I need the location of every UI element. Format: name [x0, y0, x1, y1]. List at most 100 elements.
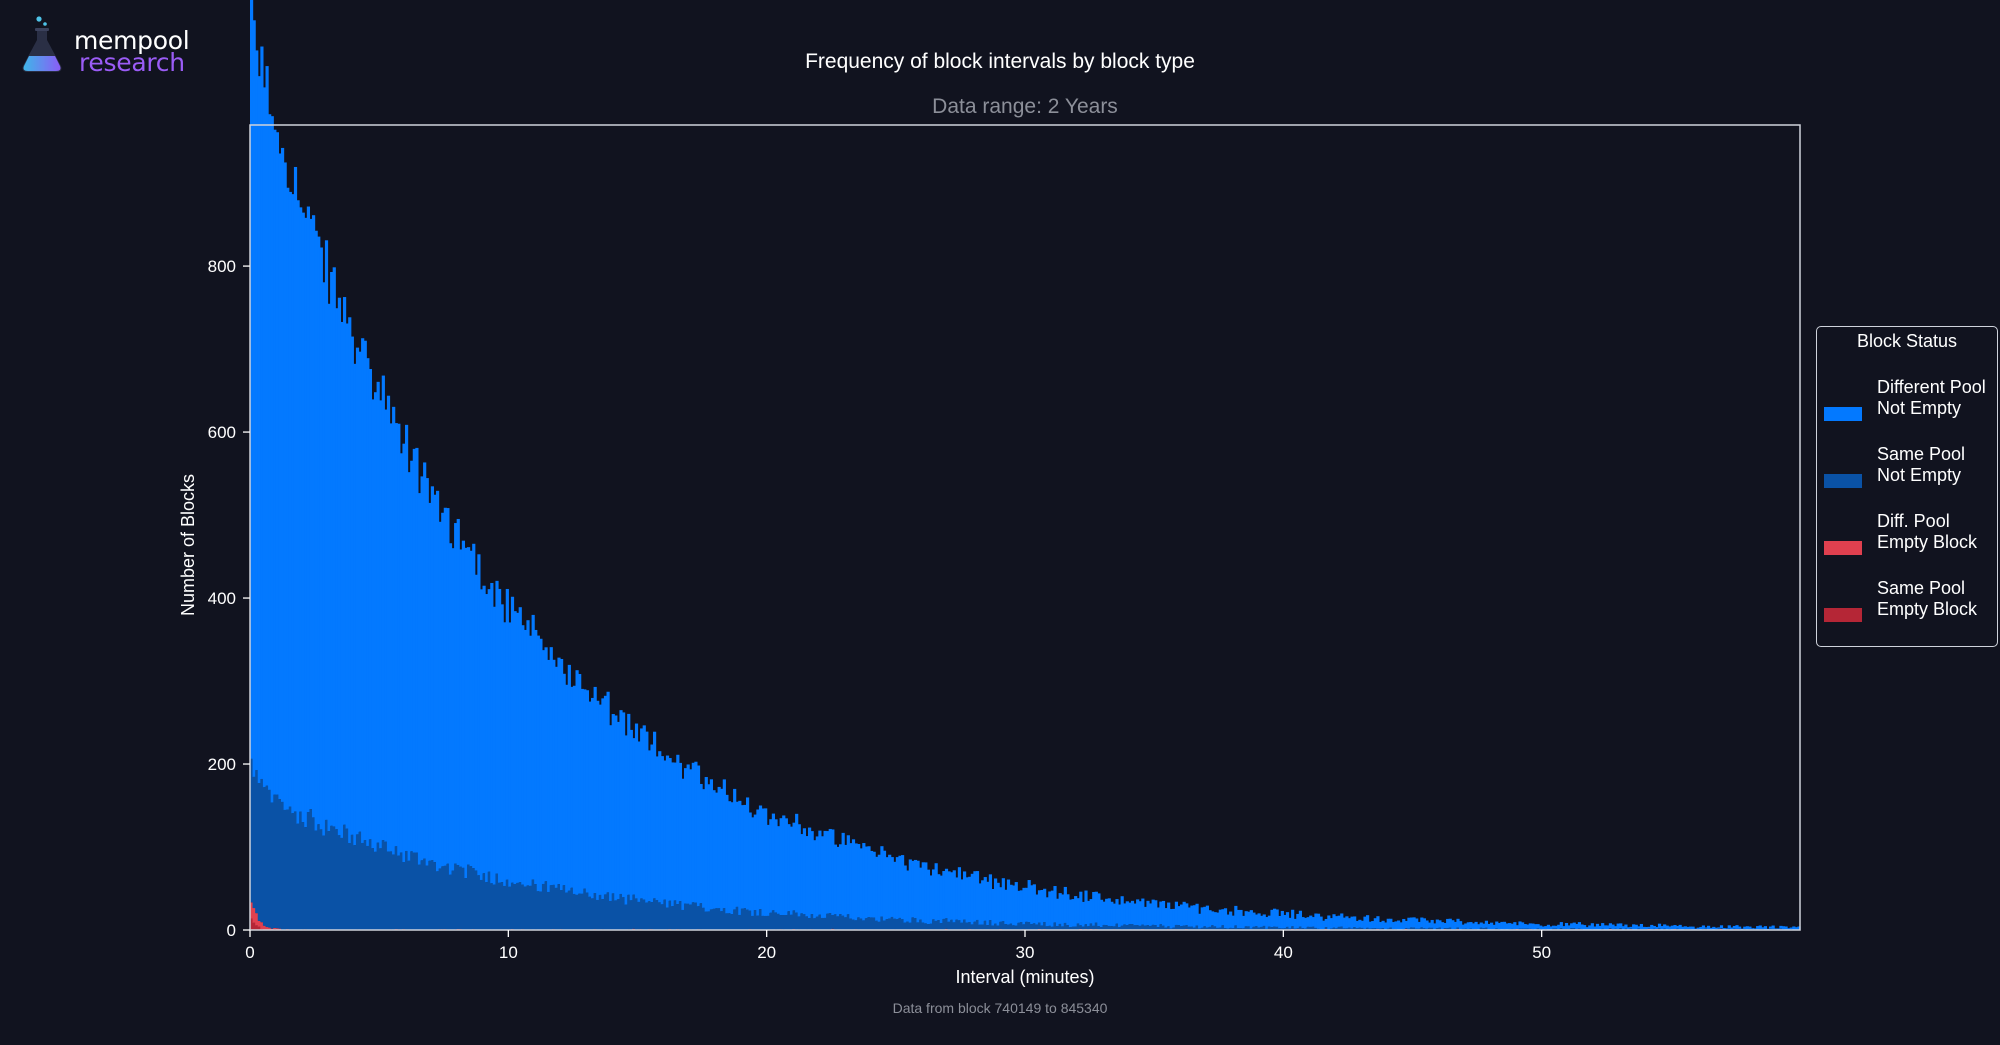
bar-different-pool-not-empty — [983, 877, 987, 921]
bar-different-pool-not-empty — [820, 836, 825, 918]
bar-same-pool-not-empty — [1177, 925, 1181, 930]
bar-same-pool-not-empty — [513, 884, 517, 930]
bar-different-pool-not-empty — [1136, 899, 1140, 926]
bar-different-pool-not-empty — [1681, 926, 1685, 930]
bar-different-pool-not-empty — [309, 218, 313, 810]
bar-different-pool-not-empty — [1779, 925, 1783, 929]
bar-same-pool-not-empty — [735, 906, 739, 930]
bar-different-pool-not-empty — [1048, 891, 1052, 926]
bar-different-pool-not-empty — [469, 550, 473, 867]
bar-same-pool-not-empty — [353, 845, 357, 930]
bar-same-pool-not-empty — [614, 900, 618, 930]
bar-different-pool-not-empty — [1686, 926, 1690, 930]
bar-different-pool-not-empty — [903, 865, 907, 923]
bar-different-pool-not-empty — [1611, 924, 1615, 930]
bar-same-pool-not-empty — [461, 867, 466, 930]
bar-different-pool-not-empty — [1665, 925, 1669, 930]
bar-different-pool-not-empty — [1440, 922, 1445, 930]
bar-different-pool-not-empty — [1231, 915, 1235, 929]
bar-different-pool-not-empty — [394, 423, 398, 847]
bar-same-pool-not-empty — [689, 904, 693, 930]
bar-different-pool-not-empty — [1502, 921, 1507, 930]
bar-different-pool-not-empty — [655, 756, 659, 901]
bar-different-pool-not-empty — [1601, 923, 1605, 929]
bar-different-pool-not-empty — [446, 508, 450, 864]
bar-different-pool-not-empty — [1748, 926, 1752, 930]
bar-same-pool-not-empty — [1125, 925, 1129, 930]
bar-same-pool-not-empty — [663, 899, 667, 930]
bar-different-pool-not-empty — [663, 760, 667, 900]
bar-different-pool-not-empty — [877, 854, 881, 922]
bar-same-pool-not-empty — [585, 892, 590, 930]
bar-same-pool-not-empty — [1094, 922, 1098, 930]
bar-same-pool-not-empty — [443, 865, 447, 930]
bar-same-pool-not-empty — [1704, 928, 1708, 930]
bar-same-pool-not-empty — [397, 855, 401, 930]
bar-different-pool-not-empty — [1110, 901, 1114, 927]
bar-different-pool-not-empty — [1500, 921, 1504, 930]
bar-different-pool-not-empty — [988, 874, 993, 921]
bar-same-pool-not-empty — [1027, 922, 1031, 930]
bar-same-pool-not-empty — [1161, 925, 1166, 930]
bar-same-pool-not-empty — [495, 873, 499, 930]
bar-different-pool-not-empty — [1371, 921, 1375, 929]
bar-different-pool-not-empty — [926, 869, 931, 925]
bar-same-pool-not-empty — [888, 918, 892, 930]
bar-different-pool-not-empty — [1673, 925, 1677, 930]
bar-different-pool-not-empty — [1438, 920, 1442, 928]
bar-different-pool-not-empty — [624, 735, 628, 905]
bar-different-pool-not-empty — [637, 741, 641, 902]
bar-same-pool-not-empty — [1151, 924, 1155, 930]
bar-different-pool-not-empty — [1257, 913, 1261, 928]
bar-same-pool-empty — [250, 918, 254, 930]
bar-same-pool-not-empty — [1484, 927, 1489, 930]
bar-different-pool-not-empty — [500, 604, 504, 883]
bar-different-pool-not-empty — [1660, 926, 1664, 930]
bar-different-pool-not-empty — [565, 684, 569, 893]
bar-different-pool-not-empty — [1443, 922, 1447, 929]
bar-same-pool-not-empty — [1223, 928, 1228, 930]
bar-same-pool-not-empty — [926, 924, 931, 930]
bar-different-pool-not-empty — [1120, 896, 1124, 926]
bar-different-pool-not-empty — [632, 738, 636, 895]
bar-different-pool-not-empty — [1164, 908, 1168, 928]
bar-different-pool-not-empty — [1678, 924, 1682, 930]
bar-different-pool-not-empty — [867, 846, 871, 917]
bar-same-pool-not-empty — [1456, 927, 1460, 930]
bar-different-pool-not-empty — [1626, 927, 1631, 930]
bar-different-pool-not-empty — [1508, 923, 1512, 930]
bar-same-pool-not-empty — [836, 916, 840, 930]
bar-same-pool-not-empty — [482, 873, 486, 930]
bar-different-pool-not-empty — [513, 611, 517, 884]
legend: Block Status Different Pool Not Empty Sa… — [1816, 326, 1998, 647]
bar-different-pool-not-empty — [996, 882, 1000, 926]
bar-same-pool-not-empty — [1570, 928, 1574, 930]
bar-same-pool-not-empty — [1035, 924, 1039, 930]
bar-same-pool-not-empty — [1267, 926, 1272, 930]
bar-same-pool-not-empty — [531, 879, 535, 930]
bar-same-pool-empty — [255, 925, 259, 930]
bar-different-pool-not-empty — [291, 194, 295, 814]
bar-different-pool-not-empty — [399, 453, 404, 853]
bar-same-pool-not-empty — [1089, 923, 1093, 929]
bar-different-pool-not-empty — [438, 521, 442, 869]
bar-different-pool-not-empty — [1603, 925, 1607, 930]
bar-different-pool-not-empty — [699, 783, 703, 904]
bar-same-pool-not-empty — [1428, 927, 1432, 930]
bar-different-pool-not-empty — [1425, 920, 1429, 929]
bar-different-pool-not-empty — [893, 861, 897, 919]
bar-different-pool-not-empty — [622, 712, 626, 898]
bar-same-pool-not-empty — [1422, 928, 1427, 930]
bar-different-pool-not-empty — [1634, 924, 1638, 930]
bar-different-pool-not-empty — [1593, 926, 1597, 930]
bar-different-pool-not-empty — [1169, 909, 1173, 929]
bar-different-pool-not-empty — [1787, 928, 1791, 930]
bar-same-pool-not-empty — [1056, 925, 1060, 930]
legend-swatch — [1824, 407, 1862, 421]
bar-different-pool-not-empty — [944, 868, 949, 919]
bar-same-pool-not-empty — [1448, 927, 1452, 930]
bar-different-pool-not-empty — [1037, 890, 1042, 923]
bar-same-pool-not-empty — [820, 917, 825, 930]
bar-different-pool-not-empty — [805, 836, 809, 917]
bar-same-pool-not-empty — [1381, 928, 1385, 930]
